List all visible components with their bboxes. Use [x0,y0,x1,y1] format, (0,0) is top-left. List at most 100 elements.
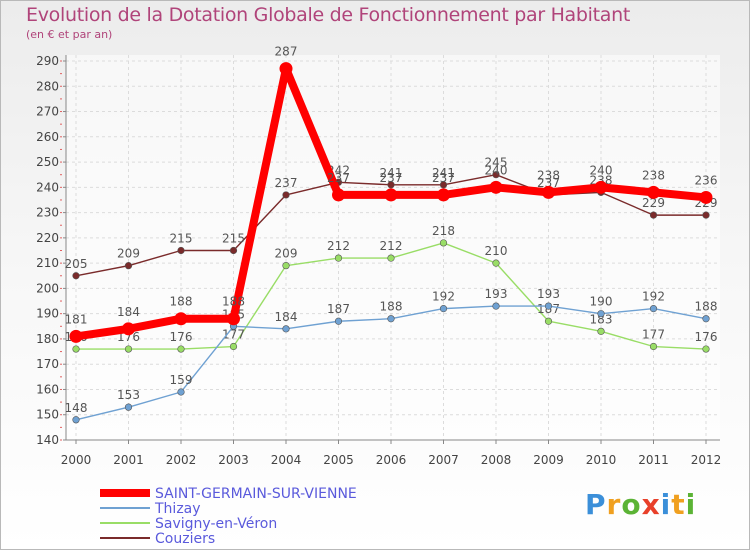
data-label-saint-germain-sur-vienne: 240 [590,163,613,177]
y-tick-label: 190 [36,307,59,321]
data-point-savigny-en-veron [387,254,395,262]
data-label-saint-germain-sur-vienne: 237 [380,171,403,185]
y-tick-label: 160 [36,382,59,396]
data-point-thizay [597,310,605,318]
data-point-saint-germain-sur-vienne [647,185,660,199]
data-point-thizay [72,416,80,424]
data-label-saint-germain-sur-vienne: 237 [432,171,455,185]
data-point-saint-germain-sur-vienne [594,180,608,194]
data-point-couziers [72,272,80,280]
data-label-thizay: 184 [275,310,298,324]
x-tick-label: 2000 [61,453,92,467]
data-point-thizay [702,315,710,323]
plot-area [66,55,720,440]
data-point-savigny-en-veron [492,259,500,267]
data-label-saint-germain-sur-vienne: 184 [117,305,140,319]
data-label-savigny-en-veron: 212 [380,239,403,253]
data-label-couziers: 237 [537,176,560,190]
y-tick-label: 230 [36,206,59,220]
data-label-saint-germain-sur-vienne: 188 [222,295,245,309]
data-label-couziers: 245 [485,156,508,170]
data-label-couziers: 215 [222,232,245,246]
x-tick-label: 2005 [323,453,354,467]
data-point-saint-germain-sur-vienne [332,188,345,202]
x-tick-label: 2012 [691,453,722,467]
data-label-savigny-en-veron: 177 [642,328,665,342]
data-point-saint-germain-sur-vienne [384,188,398,202]
data-label-thizay: 188 [695,300,718,314]
chart-title: Evolution de la Dotation Globale de Fonc… [26,4,631,26]
data-label-thizay: 190 [590,295,613,309]
data-label-saint-germain-sur-vienne: 238 [537,168,560,182]
proxiti-logo: Proxiti [585,488,697,521]
data-point-savigny-en-veron [72,345,80,353]
data-label-savigny-en-veron: 183 [590,312,613,326]
data-label-couziers: 229 [642,196,665,210]
y-tick-label: 290 [36,54,59,68]
data-point-saint-germain-sur-vienne [437,188,450,202]
data-label-thizay: 148 [65,401,88,415]
data-point-saint-germain-sur-vienne [489,180,503,194]
y-tick-label: 200 [36,281,59,295]
data-point-savigny-en-veron [229,342,238,351]
data-label-couziers: 237 [275,176,298,190]
data-point-thizay [334,317,343,325]
data-point-saint-germain-sur-vienne [699,190,713,204]
y-tick-label: 170 [36,357,59,371]
data-label-thizay: 192 [432,290,455,304]
x-tick-label: 2011 [638,453,669,467]
data-label-thizay: 193 [537,287,560,301]
data-point-thizay [649,305,658,313]
data-point-savigny-en-veron [597,327,605,335]
data-point-couziers [282,191,290,199]
data-label-thizay: 193 [485,287,508,301]
y-tick-label: 140 [36,433,59,447]
y-tick-label: 220 [36,231,59,245]
data-label-thizay: 192 [642,290,665,304]
data-label-saint-germain-sur-vienne: 236 [695,173,718,187]
data-point-couziers [177,246,185,255]
data-point-savigny-en-veron [282,262,290,270]
x-tick-label: 2001 [113,453,144,467]
data-point-saint-germain-sur-vienne [279,62,293,76]
x-tick-label: 2004 [271,453,302,467]
y-tick-label: 210 [36,256,59,270]
y-tick-label: 270 [36,105,59,119]
legend-label-thizay: Thizay [154,501,201,517]
data-label-saint-germain-sur-vienne: 188 [170,295,193,309]
data-point-thizay [124,403,133,411]
y-tick-label: 240 [36,180,59,194]
data-point-savigny-en-veron [649,342,658,351]
data-label-couziers: 205 [65,257,88,271]
data-label-couziers: 241 [432,166,455,180]
data-point-saint-germain-sur-vienne [542,185,555,199]
data-label-couziers: 215 [170,232,193,246]
data-label-savigny-en-veron: 218 [432,224,455,238]
data-label-savigny-en-veron: 176 [695,330,718,344]
legend-label-savigny-en-veron: Savigny-en-Véron [155,516,277,532]
y-tick-label: 250 [36,155,59,169]
data-point-thizay [282,325,290,333]
data-label-savigny-en-veron: 176 [170,330,193,344]
data-point-couziers [229,246,238,255]
data-label-saint-germain-sur-vienne: 238 [642,168,665,182]
x-tick-label: 2003 [218,453,249,467]
data-point-savigny-en-veron [177,345,185,353]
data-label-saint-germain-sur-vienne: 287 [275,45,298,59]
y-tick-label: 260 [36,130,59,144]
data-label-saint-germain-sur-vienne: 240 [485,163,508,177]
data-label-thizay: 153 [117,388,140,402]
data-point-savigny-en-veron [439,239,448,247]
data-label-saint-germain-sur-vienne: 237 [327,171,350,185]
data-point-saint-germain-sur-vienne [122,322,135,336]
data-point-couziers [124,262,133,270]
data-point-thizay [544,302,553,310]
data-point-saint-germain-sur-vienne [227,312,240,326]
data-label-thizay: 188 [380,300,403,314]
x-tick-label: 2006 [376,453,407,467]
data-label-saint-germain-sur-vienne: 181 [65,312,88,326]
y-tick-label: 280 [36,79,59,93]
data-point-thizay [439,305,448,313]
data-label-couziers: 209 [117,247,140,261]
